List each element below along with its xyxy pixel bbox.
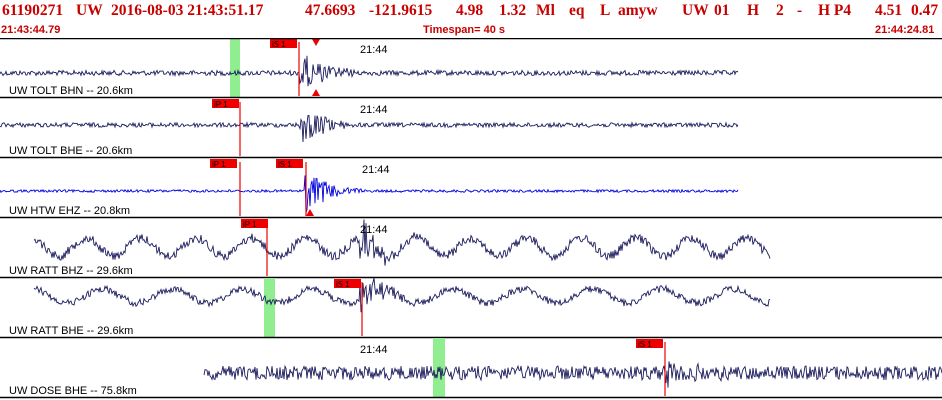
pick-window-band [264, 278, 275, 338]
source-agency: UW [682, 2, 709, 19]
pick-flag[interactable] [210, 159, 237, 168]
latitude: 47.6693 [305, 2, 356, 19]
channel-label: UW RATT BHZ -- 29.6km [9, 265, 133, 277]
value-1: 4.51 [875, 2, 903, 19]
pick-flag[interactable] [241, 219, 268, 228]
pick-label: iS 1 [638, 340, 652, 349]
pick-marker-triangle [312, 39, 320, 46]
channel-label: UW TOLT BHN -- 20.6km [9, 85, 133, 97]
pick-label: iP 1 [214, 100, 228, 109]
pick-window-band [433, 338, 445, 398]
event-id: 61190271 [2, 2, 64, 19]
pick-label: iP 1 [243, 220, 257, 229]
pick-label: iS 1 [278, 160, 292, 169]
channel-label: UW DOSE BHE -- 75.8km [9, 385, 137, 397]
channel-label: UW HTW EHZ -- 20.8km [9, 205, 130, 217]
channel-label: UW TOLT BHE -- 20.6km [9, 145, 132, 157]
quality: H [747, 2, 760, 19]
pick-marker-triangle [306, 209, 314, 216]
processing-code: H P4 [818, 2, 852, 19]
channel-label: UW RATT BHE -- 29.6km [9, 325, 133, 337]
time-tick-label: 21:44 [360, 344, 388, 356]
timespan-value: 40 s [483, 24, 506, 36]
pick-flag[interactable] [334, 279, 361, 288]
pick-flag[interactable] [276, 159, 303, 168]
time-tick-label: 21:44 [360, 44, 388, 56]
channel-row[interactable]: iP 1 iS 1 21:44 UW HTW EHZ -- 20.8km [0, 159, 942, 219]
channel-row[interactable]: iS 1 21:44 UW TOLT BHN -- 20.6km [0, 38, 942, 99]
timespan-label: Timespan= [423, 24, 481, 36]
channel-row[interactable]: iP 1 21:44 UW TOLT BHE -- 20.6km [0, 99, 942, 159]
channel-row[interactable]: iS 1 21:44 UW DOSE BHE -- 75.8km [0, 338, 942, 399]
time-tick-label: 21:44 [360, 104, 388, 116]
pick-label: iS 1 [336, 280, 350, 289]
longitude: -121.9615 [369, 2, 433, 19]
value-2: 0.47 [911, 2, 939, 19]
pick-flag[interactable] [212, 99, 239, 108]
seismogram-panel[interactable]: iS 1 21:44 UW TOLT BHN -- 20.6km iP 1 21:44 U… [0, 38, 942, 400]
depth: 4.98 [456, 2, 484, 19]
pick-label: iS 1 [272, 40, 286, 49]
origin-datetime: 2016-08-03 21:43:51.17 [111, 2, 264, 19]
waveform-trace [0, 55, 739, 87]
waveform-trace [0, 175, 739, 213]
event-flag: L [600, 2, 611, 19]
event-type: eq [569, 2, 585, 19]
end-time: 21:44:24.81 [875, 24, 935, 36]
magnitude-type: Ml [536, 2, 555, 19]
channel-row[interactable]: iP 1 21:44 UW RATT BHZ -- 29.6km [0, 219, 942, 279]
waveform-trace [203, 361, 942, 388]
timespan: Timespan= 40 s [423, 24, 505, 36]
pick-flag[interactable] [270, 39, 297, 48]
channel-row[interactable]: iS 1 UW RATT BHE -- 29.6km [0, 277, 942, 339]
pick-marker-triangle [295, 159, 303, 166]
waveform-trace [0, 114, 739, 143]
start-time: 21:43:44.79 [1, 24, 61, 36]
magnitude: 1.32 [499, 2, 527, 19]
waveform-trace [33, 277, 771, 313]
pick-marker-triangle [312, 89, 320, 96]
pick-flag[interactable] [636, 339, 663, 348]
pick-window-band [230, 38, 240, 98]
waveform-trace [33, 219, 771, 266]
field-dash: - [797, 2, 803, 19]
network-code: UW [76, 2, 103, 19]
pick-label: iP 1 [212, 160, 226, 169]
author: amyw [618, 2, 658, 19]
field-2: 2 [776, 2, 784, 19]
event-header: 61190271 UW 2016-08-03 21:43:51.17 47.66… [0, 0, 942, 38]
version: 01 [714, 2, 730, 19]
time-tick-label: 21:44 [360, 224, 388, 236]
time-tick-label: 21:44 [362, 164, 390, 176]
